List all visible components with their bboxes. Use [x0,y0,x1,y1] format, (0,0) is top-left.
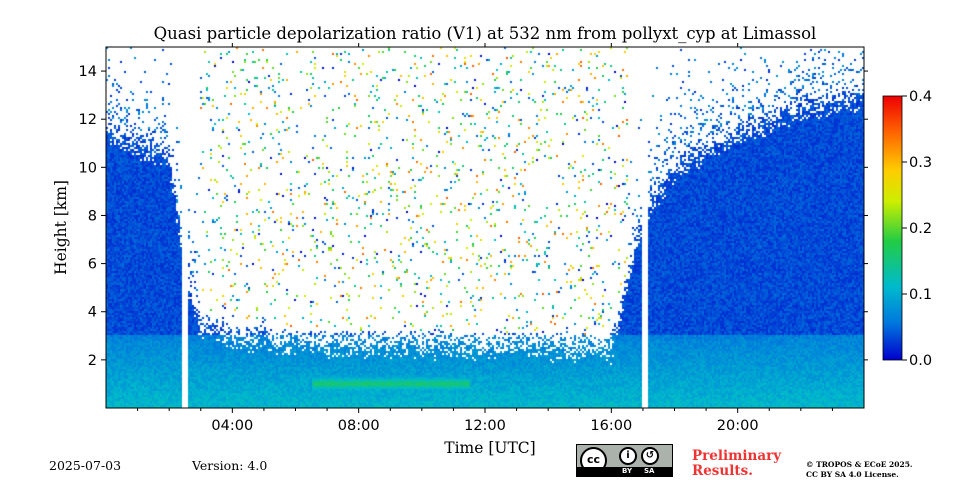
colorbar [882,95,903,361]
share-alike-icon: ↺ [641,447,659,465]
x-tick-label: 04:00 [211,418,253,434]
x-tick-label: 08:00 [338,418,380,434]
y-tick-label: 8 [88,208,97,224]
cc-bar [577,467,672,476]
y-tick-label: 10 [79,160,97,176]
cc-by-label: BY [622,467,633,475]
copyright-notice: © TROPOS & ECoE 2025. CC BY SA 4.0 Licen… [806,460,913,480]
y-tick-label: 6 [88,257,97,273]
chart-title: Quasi particle depolarization ratio (V1)… [153,24,817,43]
attribution-icon: i [619,447,637,465]
preliminary-notice: Preliminary Results. [692,449,781,479]
y-tick-label: 14 [79,64,97,80]
cc-sa-label: SA [644,467,655,475]
preliminary-line-2: Results. [692,463,753,479]
colorbar-tick-label: 0.3 [909,155,932,171]
version-label: Version: 4.0 [192,458,268,473]
preliminary-line-1: Preliminary [692,448,782,464]
x-axis-label: Time [UTC] [444,439,535,457]
y-tick-label: 4 [88,305,97,321]
cc-license-badge[interactable]: cc i ↺ BY SA [576,444,673,477]
copyright-line-1: © TROPOS & ECoE 2025. [806,460,913,469]
colorbar-tick-label: 0.0 [909,353,932,369]
colorbar-tick-label: 0.4 [909,89,932,105]
axes-layer: 04:00 08:00 12:00 16:00 20:00 2 4 6 8 10 12 14 Time … [52,43,932,457]
x-tick-label: 20:00 [717,418,759,434]
x-tick-label: 16:00 [590,418,632,434]
copyright-line-2: CC BY SA 4.0 License. [806,470,899,479]
colorbar-tick-label: 0.2 [909,221,932,237]
heatmap-layer [106,47,864,408]
depolarization-heatmap [106,47,864,408]
y-tick-label: 12 [79,112,97,128]
colorbar-tick-label: 0.1 [909,287,932,303]
y-axis-label: Height [km] [52,180,70,275]
y-tick-label: 2 [88,353,97,369]
date-label: 2025-07-03 [49,458,122,473]
x-tick-label: 12:00 [464,418,506,434]
